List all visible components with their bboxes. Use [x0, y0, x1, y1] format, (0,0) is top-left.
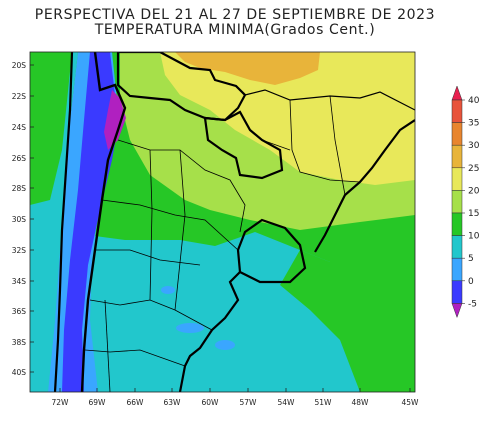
field-25-30: [175, 52, 320, 85]
colorbar-tick-label: 40: [468, 96, 480, 106]
field-below-neg5: [104, 90, 126, 150]
lat-label: 26S: [12, 154, 27, 163]
lon-label: 57W: [240, 398, 258, 407]
colorbar-tick-label: 0: [468, 277, 474, 287]
colorbar-tick-label: -5: [468, 299, 477, 309]
lat-label: 38S: [12, 338, 27, 347]
colorbar-band: [451, 235, 463, 259]
colorbar-tick-label: 5: [468, 254, 474, 264]
colorbar-band: [451, 212, 463, 236]
map-frame: [29, 51, 416, 393]
map-title-line2: TEMPERATURA MINIMA(Grados Cent.): [94, 22, 376, 38]
colorbar-tick-label: 30: [468, 141, 480, 151]
colorbar-band: [451, 257, 463, 282]
latitude-labels: 20S 22S 24S 26S 28S 30S 32S 34S 36S 38S …: [12, 61, 27, 377]
colorbar-tick-label: 20: [468, 186, 480, 196]
country-borders: [53, 52, 415, 392]
lat-label: 22S: [12, 92, 27, 101]
lat-label: 32S: [12, 246, 27, 255]
lon-label: 51W: [315, 398, 333, 407]
map-title-line1: PERSPECTIVA DEL 21 AL 27 DE SEPTIEMBRE D…: [34, 7, 436, 23]
lat-label: 20S: [12, 61, 27, 70]
colorbar-tick-label: 25: [468, 164, 479, 174]
field-20-25: [160, 52, 415, 185]
lon-label: 45W: [402, 398, 420, 407]
lat-label: 40S: [12, 368, 27, 377]
lat-label: 34S: [12, 277, 27, 286]
lat-label: 36S: [12, 307, 27, 316]
lon-label: 72W: [52, 398, 70, 407]
lon-label: 63W: [164, 398, 182, 407]
colorbar-band: [451, 167, 463, 191]
longitude-labels: 72W 69W 66W 63W 60W 57W 54W 51W 48W 45W: [52, 398, 420, 407]
lon-label: 69W: [89, 398, 107, 407]
colorbar-tick-label: 10: [468, 232, 480, 242]
colorbar-band: [451, 144, 463, 169]
lon-label: 66W: [127, 398, 145, 407]
lon-label: 60W: [202, 398, 220, 407]
colorbar-band: [451, 99, 463, 123]
lon-label: 48W: [352, 398, 370, 407]
lat-label: 28S: [12, 184, 27, 193]
lat-label: 24S: [12, 123, 27, 132]
map-field: [30, 52, 415, 392]
colorbar-tick-label: 15: [468, 209, 479, 219]
lon-label: 54W: [278, 398, 296, 407]
colorbar-band: [451, 280, 463, 304]
colorbar-band: [451, 122, 463, 146]
colorbar-top-tip: [451, 85, 463, 101]
colorbar-band: [451, 190, 463, 214]
lat-label: 30S: [12, 215, 27, 224]
colorbar: 40 35 30 25 20 15 10 5 0 -5: [451, 85, 480, 319]
axis-ticks: [30, 64, 411, 392]
colorbar-bottom-tip: [451, 303, 463, 319]
colorbar-tick-label: 35: [468, 119, 479, 129]
